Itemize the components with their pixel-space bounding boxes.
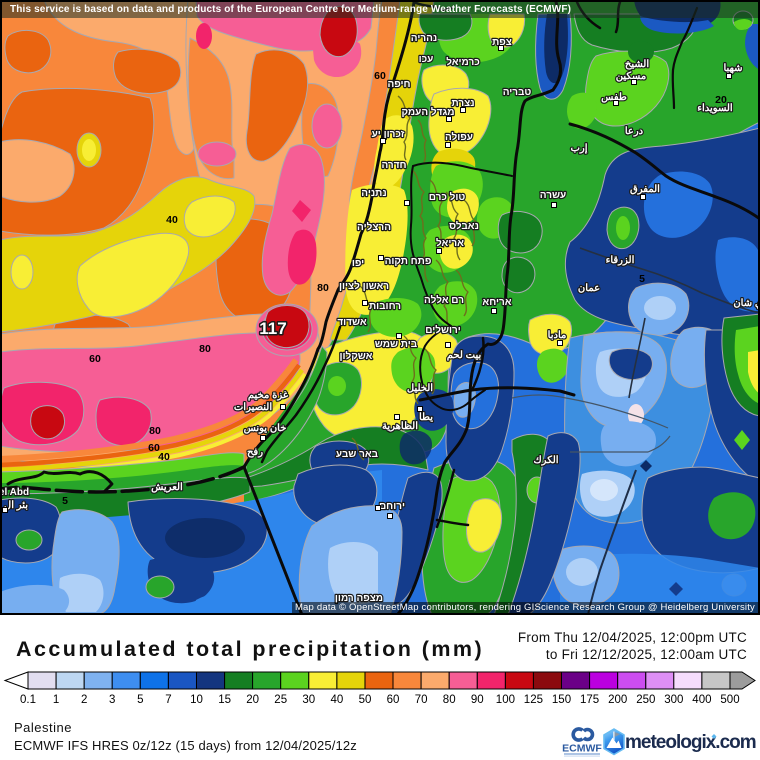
svg-text:5: 5 <box>62 495 68 507</box>
svg-text:יפו: יפו <box>352 258 364 269</box>
svg-text:175: 175 <box>580 694 599 706</box>
svg-text:40: 40 <box>166 214 178 226</box>
svg-text:إرب: إرب <box>570 143 587 154</box>
svg-text:טבריה: טבריה <box>503 87 532 98</box>
svg-text:1: 1 <box>53 694 59 706</box>
svg-text:80: 80 <box>443 694 456 706</box>
svg-text:80: 80 <box>317 282 329 294</box>
svg-text:עשרה: עשרה <box>540 190 566 201</box>
svg-text:כרמיאל: כרמיאל <box>446 56 480 68</box>
svg-text:רם אללה: רם אללה <box>424 294 464 306</box>
svg-text:חדרה: חדרה <box>381 160 406 171</box>
svg-text:مسكين: مسكين <box>616 71 646 82</box>
svg-text:النصيرات: النصيرات <box>234 402 272 413</box>
svg-text:עכו: עכו <box>419 54 434 65</box>
svg-text:חיפה: חיפה <box>387 79 410 90</box>
svg-text:عمان: عمان <box>578 283 600 294</box>
svg-text:ECMWF: ECMWF <box>562 743 602 755</box>
svg-text:הרצליה: הרצליה <box>357 221 391 233</box>
svg-text:25: 25 <box>274 694 287 706</box>
svg-text:ירוחם: ירוחם <box>379 501 405 512</box>
svg-text:נתניה: נתניה <box>361 188 386 199</box>
svg-text:meteologix.com: meteologix.com <box>625 732 756 753</box>
svg-text:אשקלון: אשקלון <box>340 350 373 362</box>
svg-text:طفس: طفس <box>601 92 627 103</box>
svg-text:40: 40 <box>158 451 170 463</box>
svg-text:الخليل: الخليل <box>407 383 433 394</box>
svg-text:60: 60 <box>374 70 386 82</box>
svg-text:خان يونس: خان يونس <box>244 423 287 434</box>
svg-text:20: 20 <box>715 94 727 106</box>
svg-text:السويداء: السويداء <box>697 103 733 114</box>
svg-text:30: 30 <box>302 694 315 706</box>
svg-text:117: 117 <box>259 319 286 338</box>
svg-text:80: 80 <box>199 343 211 355</box>
svg-text:עפולה: עפולה <box>445 131 473 143</box>
svg-text:אשדוד: אשדוד <box>337 317 367 328</box>
svg-text:צפת: צפת <box>492 37 512 48</box>
svg-text:40: 40 <box>331 694 344 706</box>
svg-text:נצרת: נצרת <box>451 98 474 109</box>
svg-text:مادبا: مادبا <box>548 330 567 341</box>
svg-text:פתח תקוה: פתח תקוה <box>385 256 432 267</box>
svg-text:2: 2 <box>81 694 87 706</box>
svg-text:غزة مخيم: غزة مخيم <box>248 390 289 401</box>
svg-text:באר שבע: באר שבע <box>336 449 379 460</box>
svg-text:60: 60 <box>387 694 400 706</box>
svg-text:ירושלים: ירושלים <box>425 324 461 336</box>
svg-text:250: 250 <box>636 694 655 706</box>
svg-text:ראשון לציון: ראשון לציון <box>339 280 389 292</box>
svg-text:60: 60 <box>148 442 160 454</box>
svg-text:500: 500 <box>720 694 739 706</box>
svg-text:الظاهرية: الظاهرية <box>382 421 418 432</box>
svg-text:70: 70 <box>415 694 428 706</box>
svg-text:נאבלס: נאבלס <box>449 220 479 232</box>
svg-text:0.1: 0.1 <box>20 694 36 706</box>
svg-text:אריחא: אריחא <box>482 297 511 308</box>
svg-text:15: 15 <box>218 694 231 706</box>
svg-text:3: 3 <box>109 694 115 706</box>
svg-text:الكرك: الكرك <box>533 455 558 466</box>
svg-text:درعا: درعا <box>625 126 644 137</box>
svg-text:נהריה: נהריה <box>411 33 437 44</box>
svg-text:בית שמש: בית שמש <box>375 339 418 350</box>
svg-text:رفح: رفح <box>247 447 263 458</box>
svg-text:7: 7 <box>165 694 171 706</box>
svg-text:מגדל העמק: מגדל העמק <box>401 106 454 118</box>
svg-text:الشيخ: الشيخ <box>625 59 649 70</box>
svg-text:60: 60 <box>89 353 101 365</box>
svg-text:150: 150 <box>552 694 571 706</box>
svg-text:400: 400 <box>692 694 711 706</box>
svg-text:20: 20 <box>246 694 259 706</box>
svg-text:אריאל: אריאל <box>436 237 464 249</box>
svg-text:5: 5 <box>639 273 645 285</box>
svg-text:يطا: يطا <box>419 412 433 423</box>
svg-text:300: 300 <box>664 694 683 706</box>
svg-text:מצפה רמון: מצפה רמון <box>335 593 383 604</box>
svg-text:الزرقاء: الزرقاء <box>606 255 635 266</box>
svg-text:بيت لحم: بيت لحم <box>447 350 482 361</box>
svg-text:80: 80 <box>149 425 161 437</box>
svg-text:טול כרם: טול כרם <box>429 191 466 203</box>
svg-text:50: 50 <box>359 694 372 706</box>
svg-text:العريش: العريش <box>151 482 183 493</box>
svg-text:100: 100 <box>496 694 515 706</box>
svg-text:10: 10 <box>190 694 203 706</box>
svg-text:125: 125 <box>524 694 543 706</box>
svg-text:5: 5 <box>137 694 143 706</box>
svg-text:רחובות: רחובות <box>369 301 401 312</box>
svg-text:90: 90 <box>471 694 484 706</box>
svg-text:זכרון יע: זכרון יע <box>372 129 405 140</box>
svg-text:ي شان: ي شان <box>733 298 760 309</box>
svg-text:المفرق: المفرق <box>630 184 660 195</box>
svg-text:200: 200 <box>608 694 627 706</box>
svg-text:شهبا: شهبا <box>723 63 742 74</box>
svg-text:el Abd: el Abd <box>0 487 29 498</box>
svg-text:بئر ال: بئر ال <box>4 500 28 511</box>
